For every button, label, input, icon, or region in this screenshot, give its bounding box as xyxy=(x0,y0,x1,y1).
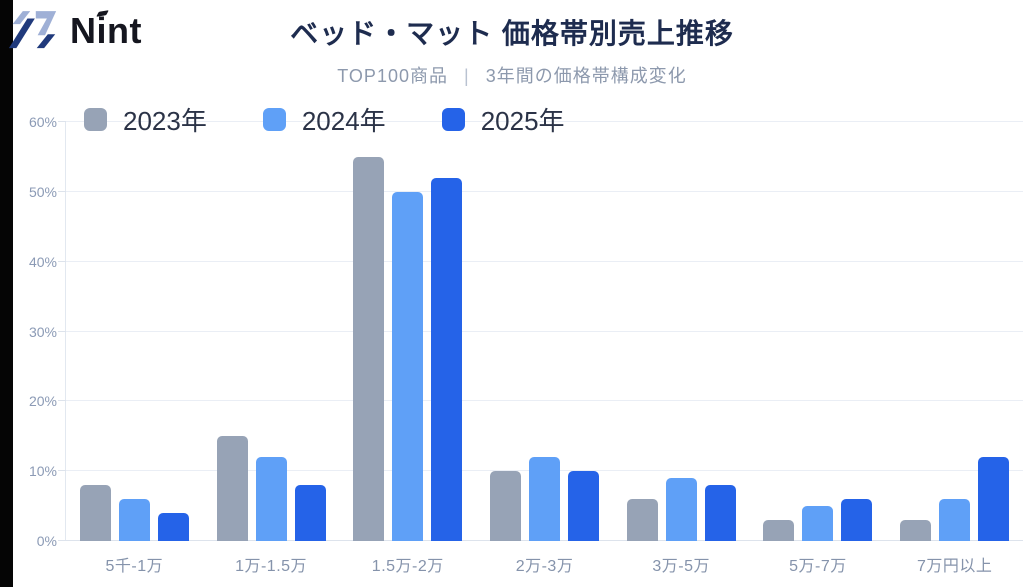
y-axis-tick-label: 0% xyxy=(36,533,57,549)
bar-2025年-5万-7万 xyxy=(841,499,873,541)
subtitle-right: 3年間の価格帯構成変化 xyxy=(485,66,687,86)
legend-item: 2025年 xyxy=(441,101,565,138)
brand-wordmark: Nint xyxy=(70,10,142,51)
left-edge-strip xyxy=(0,0,13,587)
gridline xyxy=(66,400,1023,402)
bar-2023年-3万-5万 xyxy=(626,499,658,541)
y-axis-tick xyxy=(58,400,66,402)
bar-2025年-5千-1万 xyxy=(157,513,189,541)
bar-2023年-5万-7万 xyxy=(763,520,795,541)
y-axis-tick xyxy=(58,121,66,122)
y-axis-tick-label: 60% xyxy=(28,114,57,130)
legend-label: 2023年 xyxy=(123,106,207,136)
gridline xyxy=(66,190,1023,192)
bar-2024年-5千-1万 xyxy=(118,499,150,541)
bar-2025年-1.5万-2万 xyxy=(431,177,463,541)
x-axis-category-label: 3万-5万 xyxy=(652,558,711,575)
bar-2025年-3万-5万 xyxy=(704,485,736,541)
legend-swatch xyxy=(262,108,286,131)
legend-item: 2023年 xyxy=(84,101,207,138)
subtitle-left: TOP100商品 xyxy=(337,66,448,86)
y-axis-tick-label: 40% xyxy=(28,253,57,270)
bar-2023年-5千-1万 xyxy=(79,485,111,541)
y-axis-tick-label: 10% xyxy=(28,463,57,480)
y-axis-tick-label: 20% xyxy=(28,393,57,410)
bar-group: 5千-1万 xyxy=(66,122,203,575)
x-axis-category-label: 1万-1.5万 xyxy=(235,558,308,575)
bar-2023年-2万-3万 xyxy=(490,471,522,541)
bar-2025年-2万-3万 xyxy=(568,471,600,541)
y-axis-tick-label: 50% xyxy=(28,183,57,200)
header: ベッド・マット 価格帯別売上推移 TOP100商品 | 3年間の価格帯構成変化 xyxy=(0,0,1024,88)
legend-swatch xyxy=(84,108,107,131)
y-axis-tick xyxy=(58,540,66,541)
bar-2025年-7万円以上 xyxy=(978,457,1010,541)
y-axis-tick xyxy=(58,190,66,192)
nint-logo-icon xyxy=(8,10,57,48)
bar-2024年-1万-1.5万 xyxy=(255,457,287,541)
x-axis-category-label: 5万-7万 xyxy=(789,558,847,575)
bar-groups: 5千-1万 1万-1.5万 1.5万-2万 2万-3万 3万-5万 5万-7万 7万円以上 xyxy=(66,122,1023,575)
legend-item: 2024年 xyxy=(262,101,386,138)
bar-2025年-1万-1.5万 xyxy=(294,485,326,541)
x-axis-category-label: 5千-1万 xyxy=(105,558,164,575)
bar-group: 1万-1.5万 xyxy=(203,122,340,575)
page-title: ベッド・マット 価格帯別売上推移 xyxy=(290,18,734,49)
y-axis-tick xyxy=(58,330,66,332)
plot-area: 5千-1万 1万-1.5万 1.5万-2万 2万-3万 3万-5万 5万-7万 7万円以上 xyxy=(58,121,1023,575)
x-axis-category-label: 1.5万-2万 xyxy=(371,558,444,575)
y-axis-tick xyxy=(58,470,66,472)
legend-swatch xyxy=(441,108,465,131)
brand-logo: Nint xyxy=(8,10,142,52)
bar-2024年-3万-5万 xyxy=(665,478,697,541)
legend-label: 2025年 xyxy=(480,106,565,136)
subtitle-separator: | xyxy=(464,66,470,86)
bar-2024年-1.5万-2万 xyxy=(392,191,424,541)
bar-group: 5万-7万 xyxy=(750,122,887,575)
y-axis-tick xyxy=(58,260,66,262)
y-axis-tick-label: 30% xyxy=(28,323,57,340)
legend-label: 2024年 xyxy=(301,106,386,136)
bar-group: 1.5万-2万 xyxy=(339,122,476,575)
bar-2024年-7万円以上 xyxy=(939,499,971,541)
bar-2023年-1万-1.5万 xyxy=(216,436,248,541)
bar-group: 2万-3万 xyxy=(476,122,613,575)
gridline xyxy=(66,260,1023,262)
gridline xyxy=(66,121,1023,122)
gridline xyxy=(66,330,1023,332)
x-axis-category-label: 7万円以上 xyxy=(916,558,993,575)
legend: 2023年 2024年 2025年 xyxy=(84,101,565,138)
bar-2024年-2万-3万 xyxy=(529,457,561,541)
bar-2023年-1.5万-2万 xyxy=(353,156,385,541)
y-axis-labels: 0% 10% 20% 30% 40% 50% 60% xyxy=(0,114,57,549)
bar-2023年-7万円以上 xyxy=(900,520,932,541)
bar-2024年-5万-7万 xyxy=(802,506,834,541)
page-subtitle: TOP100商品 | 3年間の価格帯構成変化 xyxy=(0,62,1024,88)
bar-group: 7万円以上 xyxy=(886,122,1023,575)
x-axis-category-label: 2万-3万 xyxy=(515,558,574,575)
bar-group: 3万-5万 xyxy=(613,122,750,575)
